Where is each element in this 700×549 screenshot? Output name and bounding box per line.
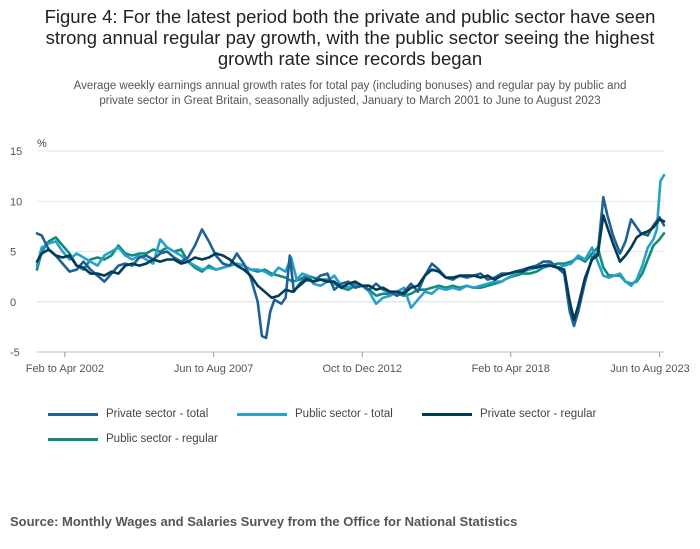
y-tick-label: -5 [10,347,20,359]
legend-item-public-total[interactable]: Public sector - total [237,408,393,420]
subtitle-line: private sector in Great Britain, seasona… [99,95,601,107]
legend-swatch [422,412,472,416]
y-tick-label: 0 [10,297,16,309]
x-tick-label: Feb to Apr 2018 [472,363,550,375]
title-line: growth rate since records began [217,48,483,69]
legend-item-public-regular[interactable]: Public sector - regular [48,433,218,445]
legend-swatch [48,437,98,441]
y-axis-label: % [37,138,47,150]
subtitle-line: Average weekly earnings annual growth ra… [73,80,627,92]
legend-swatch [48,412,98,416]
series-line-private-sector-total [35,195,666,340]
source-note: Source: Monthly Wages and Salaries Surve… [10,514,518,529]
x-tick-label: Feb to Apr 2002 [26,363,104,375]
legend-item-private-regular[interactable]: Private sector - regular [422,408,596,420]
legend-swatch [237,412,287,416]
legend-label: Public sector - total [295,408,393,420]
y-tick-label: 5 [10,247,16,259]
line-chart: -5 0 5 10 15% Feb to Apr 2002 Jun to Aug 2007 O… [10,138,690,375]
title-line: strong annual regular pay growth, with t… [45,27,655,48]
x-tick-label: Jun to Aug 2023 [610,363,690,375]
y-tick-label: 15 [10,146,22,158]
legend-label: Public sector - regular [106,433,218,445]
series-line-public-sector-total [35,173,666,310]
chart-title: Figure 4: For the latest period both the… [0,6,700,69]
legend-label: Private sector - total [106,408,209,420]
x-tick-label: Oct to Dec 2012 [322,363,402,375]
series-line-private-sector-regular [35,214,666,322]
x-tick-label: Jun to Aug 2007 [174,363,254,375]
legend-item-private-total[interactable]: Private sector - total [48,408,208,420]
title-line: Figure 4: For the latest period both the… [44,6,656,27]
chart-subtitle: Average weekly earnings annual growth ra… [40,79,660,109]
legend-label: Private sector - regular [480,408,597,420]
y-tick-label: 10 [10,196,22,208]
